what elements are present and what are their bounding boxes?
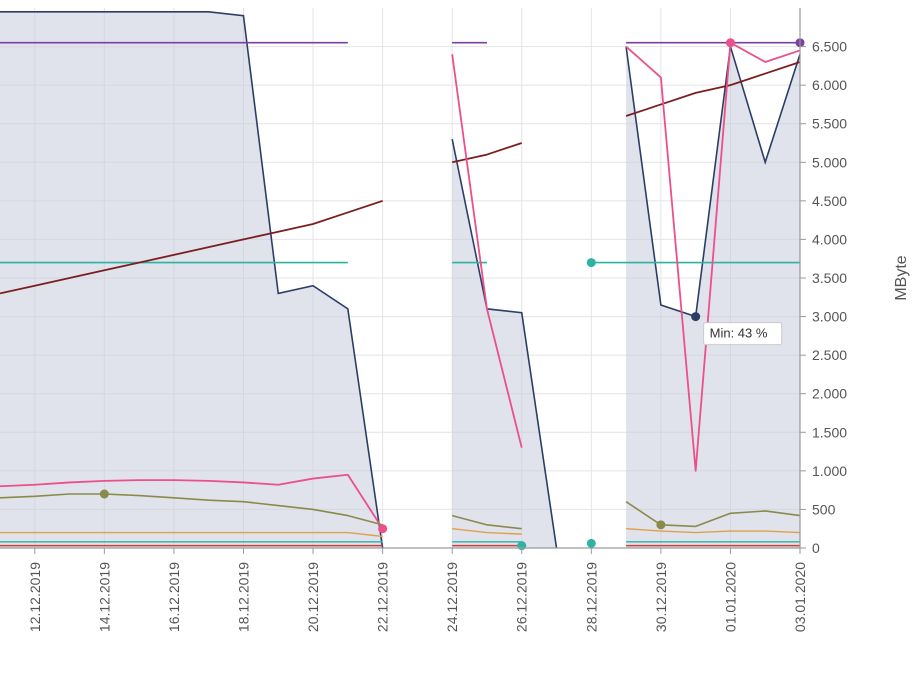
- x-tick-label: 20.12.2019: [305, 562, 321, 632]
- x-tick-label: 01.01.2020: [722, 562, 738, 632]
- y-tick-label: 6.500: [812, 39, 847, 55]
- x-tick-label: 18.12.2019: [235, 562, 251, 632]
- x-tick-label: 03.01.2020: [792, 562, 808, 632]
- y-tick-label: 1.500: [812, 424, 847, 440]
- y-axis-title: MByte: [893, 255, 910, 300]
- x-tick-label: 14.12.2019: [96, 562, 112, 632]
- marker-olive: [656, 520, 665, 529]
- y-tick-label: 0: [812, 540, 820, 556]
- y-tick-label: 2.000: [812, 386, 847, 402]
- x-tick-label: 30.12.2019: [653, 562, 669, 632]
- y-tick-label: 3.000: [812, 309, 847, 325]
- y-tick-label: 4.500: [812, 193, 847, 209]
- tooltip-text: Min: 43 %: [710, 326, 768, 341]
- y-tick-label: 5.500: [812, 116, 847, 132]
- y-tick-label: 1.000: [812, 463, 847, 479]
- x-tick-label: 24.12.2019: [444, 562, 460, 632]
- y-tick-label: 5.000: [812, 154, 847, 170]
- tooltip: Min: 43 %: [704, 323, 782, 345]
- marker-navy-marker: [691, 312, 700, 321]
- x-tick-label: 22.12.2019: [375, 562, 391, 632]
- y-tick-label: 2.500: [812, 347, 847, 363]
- timeseries-chart[interactable]: 0 500 1.000 1.500 2.000 2.500 3.000 3.500 4.000 4…: [0, 0, 920, 673]
- marker-teal-flat: [587, 258, 596, 267]
- x-tick-label: 28.12.2019: [583, 562, 599, 632]
- marker-teal-baseline: [587, 539, 596, 548]
- x-tick-label: 16.12.2019: [166, 562, 182, 632]
- y-tick-label: 500: [812, 501, 836, 517]
- y-tick-label: 3.500: [812, 270, 847, 286]
- x-tick-label: 26.12.2019: [514, 562, 530, 632]
- marker-olive: [100, 490, 109, 499]
- y-tick-label: 4.000: [812, 231, 847, 247]
- marker-pink: [726, 38, 735, 47]
- x-tick-label: 12.12.2019: [27, 562, 43, 632]
- marker-pink: [378, 524, 387, 533]
- y-tick-label: 6.000: [812, 77, 847, 93]
